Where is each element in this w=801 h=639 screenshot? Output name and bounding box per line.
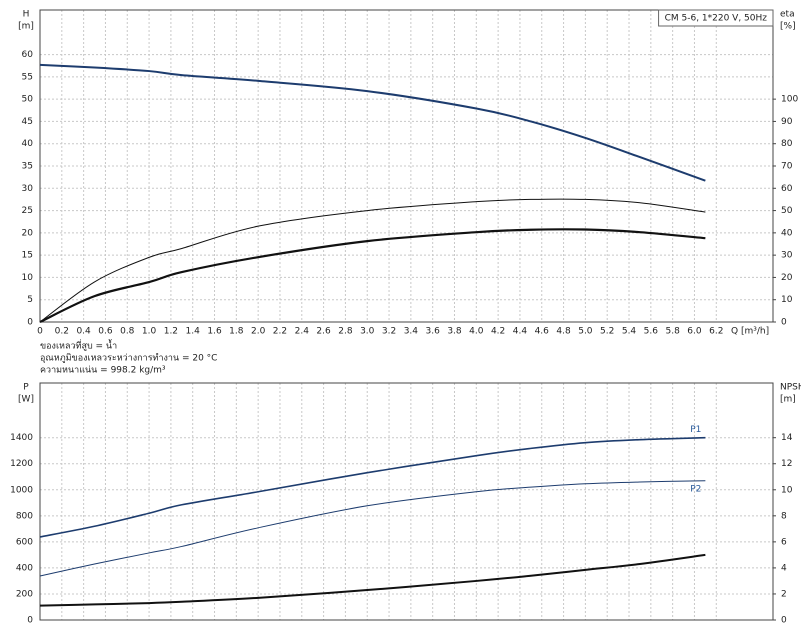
curve bbox=[39, 228, 706, 323]
y-tick-label: 1200 bbox=[10, 459, 33, 469]
y-tick-label: 10 bbox=[22, 273, 34, 283]
y-axis-label: [m] bbox=[18, 22, 34, 32]
y-tick-label: 60 bbox=[22, 50, 34, 60]
y2-axis-label: [m] bbox=[780, 395, 796, 405]
y2-tick-label: 0 bbox=[781, 318, 787, 328]
y2-tick-label: 20 bbox=[781, 273, 793, 283]
y2-axis-label: eta bbox=[780, 10, 795, 20]
y2-tick-label: 70 bbox=[781, 162, 793, 172]
y2-axis-label: NPSH bbox=[780, 383, 801, 393]
y-tick-label: 5 bbox=[27, 295, 33, 305]
y2-axis-label: [%] bbox=[780, 22, 796, 32]
x-tick-label: 2.2 bbox=[273, 327, 287, 337]
curve bbox=[39, 436, 706, 538]
x-tick-label: 1.8 bbox=[229, 327, 244, 337]
x-tick-label: 0.8 bbox=[120, 327, 135, 337]
y2-tick-label: 6 bbox=[781, 537, 787, 547]
y-tick-label: 1400 bbox=[10, 433, 33, 443]
y2-tick-label: 12 bbox=[781, 459, 792, 469]
x-tick-label: 2.8 bbox=[338, 327, 353, 337]
y-tick-label: 30 bbox=[22, 184, 34, 194]
x-tick-label: 1.4 bbox=[186, 327, 201, 337]
y2-tick-label: 100 bbox=[781, 95, 798, 105]
x-tick-label: 6.2 bbox=[709, 327, 723, 337]
y2-tick-label: 60 bbox=[781, 184, 793, 194]
y-tick-label: 600 bbox=[16, 537, 33, 547]
chart-title: CM 5-6, 1*220 V, 50Hz bbox=[665, 14, 768, 24]
y-axis-label: H bbox=[23, 10, 30, 20]
y-axis-label: P bbox=[23, 383, 29, 393]
series-label: P1 bbox=[690, 425, 701, 435]
y2-tick-label: 14 bbox=[781, 433, 793, 443]
y-tick-label: 0 bbox=[27, 616, 33, 626]
x-tick-label: 4.0 bbox=[469, 327, 484, 337]
y-tick-label: 55 bbox=[22, 72, 33, 82]
title-box bbox=[658, 9, 774, 27]
y-tick-label: 40 bbox=[22, 139, 34, 149]
y2-tick-label: 30 bbox=[781, 251, 793, 261]
x-tick-label: 5.4 bbox=[622, 327, 637, 337]
y2-tick-label: 2 bbox=[781, 589, 787, 599]
x-tick-label: 3.2 bbox=[382, 327, 396, 337]
x-tick-label: 5.6 bbox=[644, 327, 659, 337]
x-tick-label: 0.6 bbox=[98, 327, 113, 337]
note: อุณหภูมิของเหลวระหว่างการทำงาน = 20 °C bbox=[40, 353, 217, 364]
y-tick-label: 200 bbox=[16, 589, 33, 599]
y-tick-label: 50 bbox=[22, 95, 34, 105]
curve bbox=[39, 553, 706, 607]
y-tick-label: 45 bbox=[22, 117, 33, 127]
y2-tick-label: 40 bbox=[781, 228, 793, 238]
note: ความหนาแน่น = 998.2 kg/m³ bbox=[40, 366, 166, 376]
x-tick-label: 2.6 bbox=[316, 327, 331, 337]
plot-frame bbox=[39, 382, 774, 621]
x-tick-label: 4.2 bbox=[491, 327, 505, 337]
y2-tick-label: 80 bbox=[781, 139, 793, 149]
x-axis-label: Q [m³/h] bbox=[731, 327, 769, 337]
x-tick-label: 2.4 bbox=[295, 327, 310, 337]
x-tick-label: 4.8 bbox=[556, 327, 571, 337]
note: ของเหลวที่สูบ = น้ำ bbox=[40, 339, 117, 352]
y-tick-label: 400 bbox=[16, 563, 33, 573]
curve bbox=[39, 198, 706, 323]
plot-frame bbox=[39, 9, 774, 323]
x-tick-label: 6.0 bbox=[687, 327, 702, 337]
y2-tick-label: 0 bbox=[781, 616, 787, 626]
x-tick-label: 4.6 bbox=[535, 327, 550, 337]
y-tick-label: 0 bbox=[27, 318, 33, 328]
y-axis-label: [W] bbox=[18, 395, 34, 405]
x-tick-label: 5.0 bbox=[578, 327, 593, 337]
x-tick-label: 5.8 bbox=[665, 327, 680, 337]
x-tick-label: 1.6 bbox=[207, 327, 222, 337]
x-tick-label: 0 bbox=[37, 327, 43, 337]
y-tick-label: 15 bbox=[22, 251, 33, 261]
x-tick-label: 5.2 bbox=[600, 327, 614, 337]
y-tick-label: 800 bbox=[16, 511, 33, 521]
y2-tick-label: 90 bbox=[781, 117, 793, 127]
y-tick-label: 1000 bbox=[10, 485, 33, 495]
x-tick-label: 3.0 bbox=[360, 327, 375, 337]
x-tick-label: 3.8 bbox=[447, 327, 462, 337]
x-tick-label: 3.6 bbox=[426, 327, 441, 337]
y2-tick-label: 4 bbox=[781, 563, 787, 573]
y2-tick-label: 8 bbox=[781, 511, 787, 521]
y-tick-label: 35 bbox=[22, 162, 33, 172]
x-tick-label: 1.0 bbox=[142, 327, 157, 337]
y-tick-label: 20 bbox=[22, 228, 34, 238]
y2-tick-label: 50 bbox=[781, 206, 793, 216]
series-label: P2 bbox=[690, 484, 701, 494]
x-tick-label: 2.0 bbox=[251, 327, 266, 337]
y2-tick-label: 10 bbox=[781, 485, 793, 495]
x-tick-label: 1.2 bbox=[164, 327, 178, 337]
x-tick-label: 3.4 bbox=[404, 327, 419, 337]
curve bbox=[39, 63, 706, 182]
x-tick-label: 0.2 bbox=[55, 327, 69, 337]
curve bbox=[39, 480, 706, 577]
y2-tick-label: 10 bbox=[781, 295, 793, 305]
y-tick-label: 25 bbox=[22, 206, 33, 216]
x-tick-label: 4.4 bbox=[513, 327, 528, 337]
x-tick-label: 0.4 bbox=[76, 327, 91, 337]
